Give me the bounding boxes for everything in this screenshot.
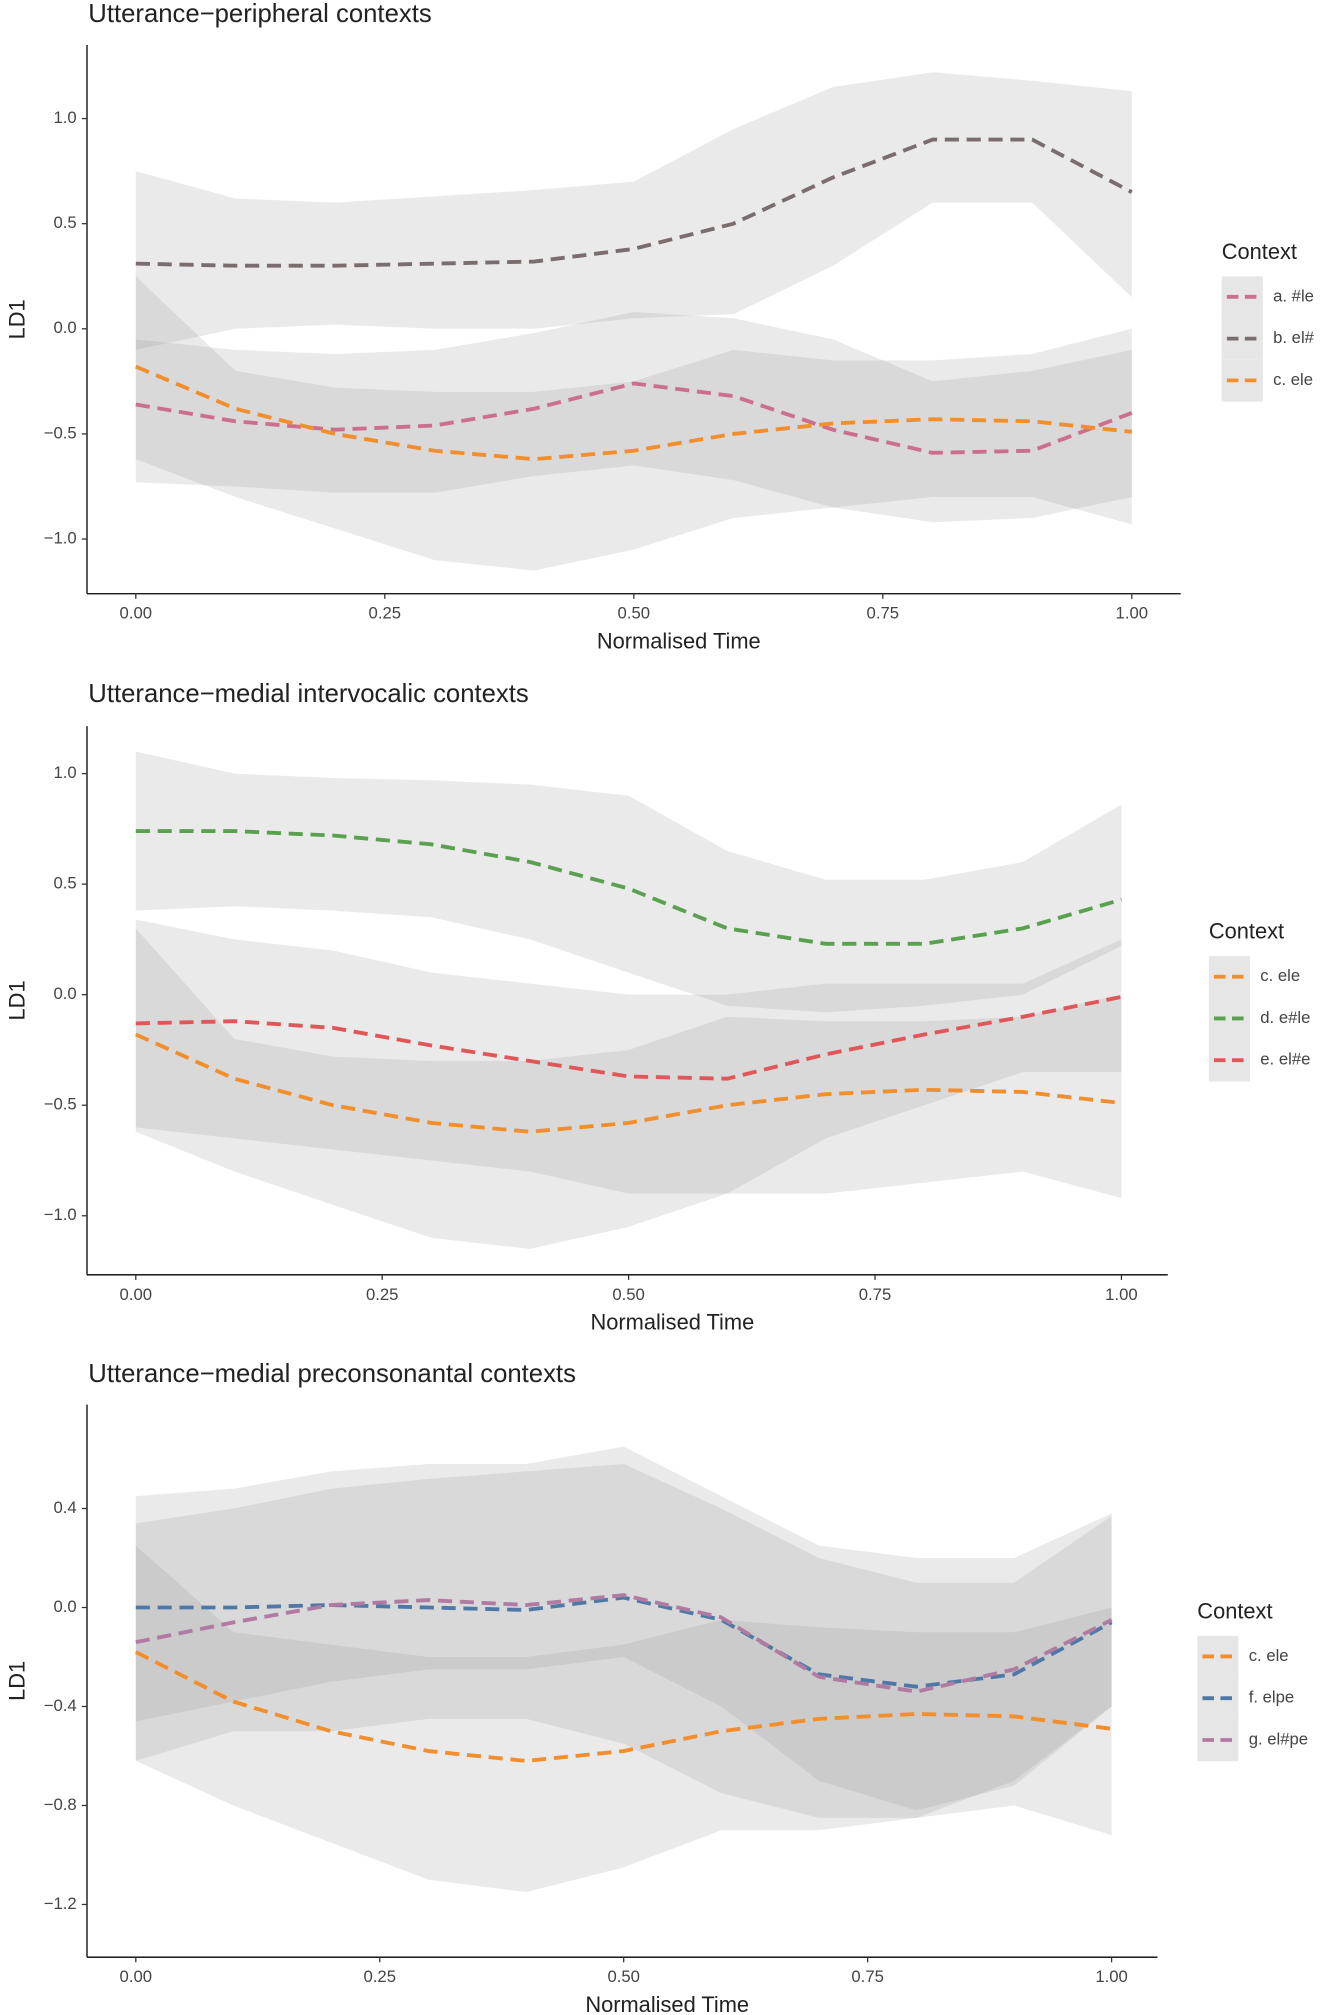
series-line [135,137,1133,268]
y-tick-label: 0.5 [54,874,77,893]
legend-label: b. el# [1273,328,1315,347]
y-tick-label: 0.0 [54,984,77,1003]
legend-label: f. elpe [1249,1688,1294,1707]
confidence-band [135,1463,1112,1811]
legend-label: c. ele [1249,1646,1289,1665]
x-tick-label: 0.75 [867,604,899,623]
x-tick-label: 0.50 [618,604,650,623]
x-tick-label: 1.00 [1095,1967,1127,1986]
y-tick-label: −1.2 [44,1894,77,1913]
legend-label: d. e#le [1260,1008,1310,1027]
x-tick-label: 0.75 [859,1285,891,1304]
legend-label: c. ele [1260,966,1300,985]
series-line [134,1650,1112,1763]
x-axis-label: Normalised Time [590,1309,754,1334]
x-tick-label: 0.25 [366,1285,398,1304]
series-line [135,829,1122,946]
legend-title: Context [1222,239,1297,264]
y-tick-label: 0.4 [54,1498,77,1517]
x-tick-label: 1.00 [1105,1285,1137,1304]
confidence-band [135,751,1122,1013]
chart-title: Utterance−medial preconsonantal contexts [88,1360,576,1388]
chart-title: Utterance−peripheral contexts [88,0,431,28]
y-axis-label: LD1 [5,980,30,1020]
x-tick-label: 0.00 [120,1967,152,1986]
y-tick-label: −0.8 [44,1795,77,1814]
confidence-band [135,919,1122,1194]
x-tick-label: 0.25 [369,604,401,623]
x-tick-label: 0.50 [612,1285,644,1304]
series-line [135,1593,1113,1694]
legend-label: e. el#e [1260,1050,1310,1069]
confidence-band [135,311,1132,523]
legend-label: g. el#pe [1249,1729,1308,1748]
confidence-band [135,1545,1112,1893]
y-tick-label: 0.0 [54,318,77,337]
y-tick-label: −1.0 [44,1205,77,1224]
series-line [135,364,1132,462]
series-line [135,381,1133,455]
series-line [135,995,1122,1081]
x-tick-label: 0.50 [607,1967,639,1986]
x-axis-label: Normalised Time [585,1992,749,2015]
x-tick-label: 1.00 [1116,604,1148,623]
y-axis-label: LD1 [5,1661,30,1701]
x-tick-label: 0.75 [851,1967,883,1986]
legend-label: a. #le [1273,286,1314,305]
x-tick-label: 0.00 [120,1285,152,1304]
legend-label: c. ele [1273,370,1313,389]
x-tick-label: 0.25 [364,1967,396,1986]
y-tick-label: −0.5 [44,423,77,442]
y-tick-label: −1.0 [44,528,77,547]
y-tick-label: −0.5 [44,1095,77,1114]
y-axis-label: LD1 [5,299,30,339]
confidence-band [135,1446,1112,1818]
y-tick-label: 0.5 [54,213,77,232]
chart-title: Utterance−medial intervocalic contexts [88,680,528,708]
confidence-band [135,928,1122,1249]
y-tick-label: 1.0 [54,763,77,782]
confidence-band [135,276,1132,571]
x-axis-label: Normalised Time [597,628,761,653]
y-tick-label: −0.4 [44,1696,77,1715]
series-line [135,1032,1122,1134]
confidence-band [135,72,1132,350]
x-tick-label: 0.00 [120,604,152,623]
y-tick-label: 1.0 [54,108,77,127]
y-tick-label: 0.0 [54,1597,77,1616]
legend-title: Context [1197,1599,1272,1624]
legend-title: Context [1209,919,1284,944]
